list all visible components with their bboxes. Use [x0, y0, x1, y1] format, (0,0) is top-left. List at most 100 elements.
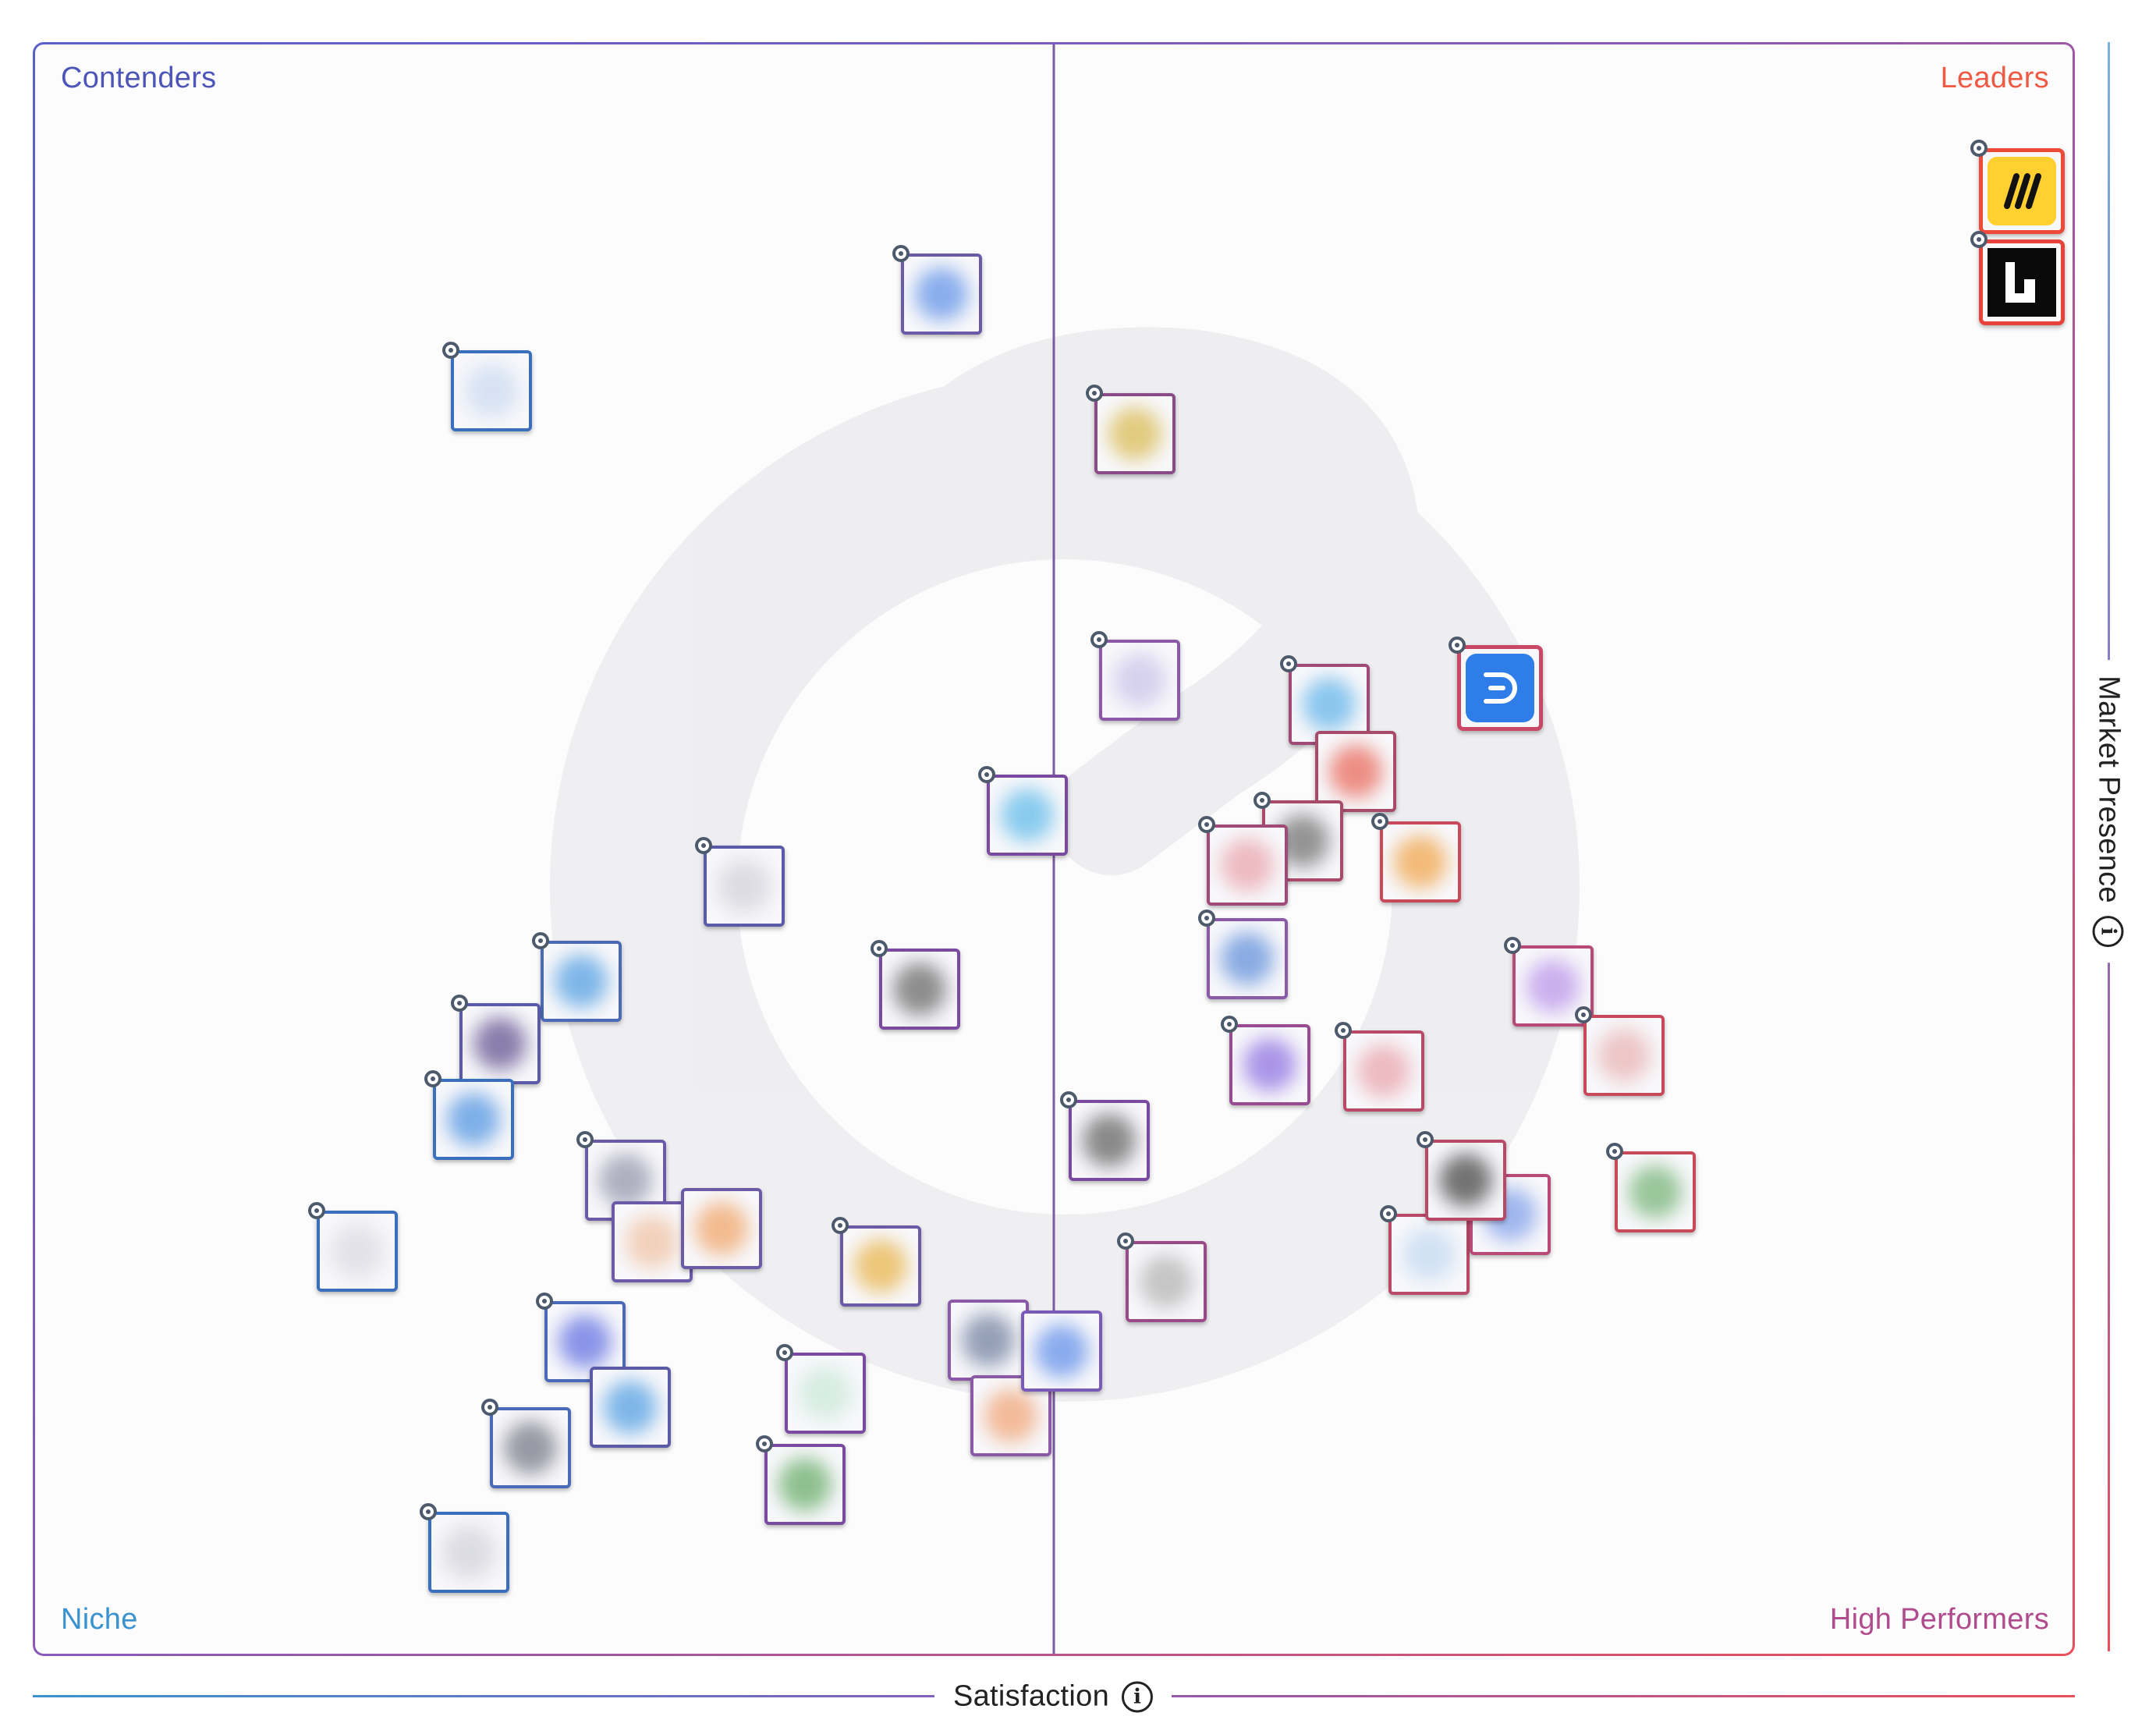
y-axis-label: Market Presence i	[2091, 660, 2126, 963]
product-logo-point[interactable]	[1614, 1151, 1696, 1232]
product-logo-point[interactable]	[1207, 825, 1289, 906]
blurred-logo-icon	[1221, 931, 1275, 985]
product-logo-point[interactable]	[489, 1406, 571, 1488]
pin-icon	[1575, 1005, 1593, 1023]
pin-icon	[307, 1202, 325, 1220]
product-logo-point[interactable]	[1098, 639, 1180, 721]
pin-icon	[1416, 1131, 1434, 1149]
pin-icon	[1279, 654, 1297, 672]
g2-watermark	[550, 327, 1580, 1402]
pin-icon	[576, 1131, 594, 1149]
blurred-logo-icon	[1139, 1255, 1193, 1309]
blurred-logo-icon	[915, 267, 969, 321]
pin-icon	[1090, 630, 1108, 648]
blurred-logo-icon	[799, 1366, 853, 1420]
grid-lines	[35, 44, 2073, 1654]
product-logo-point[interactable]	[459, 1003, 541, 1085]
product-logo-point[interactable]	[432, 1079, 514, 1161]
product-logo-point[interactable]	[1424, 1140, 1506, 1222]
diagram-app-logo-icon	[1466, 654, 1535, 723]
quadrant-label-leaders: Leaders	[1940, 62, 2049, 94]
blurred-logo-icon	[1328, 745, 1382, 799]
blurred-logo-icon	[330, 1225, 384, 1278]
product-logo-point[interactable]	[785, 1352, 867, 1434]
pin-icon	[694, 836, 712, 854]
x-axis-title: Satisfaction	[952, 1679, 1110, 1713]
blurred-logo-icon	[1357, 1044, 1411, 1098]
product-logo-point[interactable]	[901, 253, 983, 335]
blurred-logo-icon	[473, 1017, 527, 1071]
product-logo-point[interactable]	[451, 349, 533, 431]
product-logo-point[interactable]	[878, 948, 960, 1030]
blurred-logo-icon	[1221, 839, 1275, 892]
product-logo-point[interactable]	[1021, 1310, 1103, 1392]
blurred-logo-icon	[1035, 1325, 1089, 1378]
pin-icon	[1970, 231, 1988, 249]
pin-icon	[1371, 813, 1389, 830]
blurred-logo-icon	[853, 1239, 907, 1293]
product-logo-point[interactable]	[703, 845, 785, 927]
blurred-logo-icon	[1402, 1228, 1456, 1282]
blurred-logo-icon	[717, 859, 771, 913]
blurred-logo-icon	[962, 1313, 1016, 1367]
blurred-logo-icon	[465, 364, 519, 417]
product-logo-point[interactable]	[987, 775, 1069, 856]
pin-icon	[1379, 1205, 1397, 1223]
pin-icon	[1059, 1091, 1077, 1108]
blurred-logo-icon	[1438, 1154, 1492, 1208]
product-logo-point[interactable]	[316, 1211, 398, 1293]
blurred-logo-icon	[1108, 407, 1162, 461]
pin-icon	[532, 931, 550, 949]
blurred-logo-icon	[446, 1093, 500, 1147]
pin-icon	[1970, 139, 1988, 157]
pin-icon	[450, 995, 468, 1012]
blurred-logo-icon	[442, 1526, 496, 1580]
product-logo-point[interactable]	[1380, 821, 1462, 903]
product-logo-point[interactable]	[428, 1512, 510, 1594]
product-logo-point[interactable]	[681, 1188, 763, 1270]
blurred-logo-icon	[1243, 1037, 1296, 1091]
product-logo-point[interactable]	[1094, 393, 1176, 475]
info-icon[interactable]: i	[2093, 915, 2124, 947]
blurred-logo-icon	[599, 1154, 653, 1208]
product-logo-point[interactable]	[1583, 1014, 1665, 1096]
product-logo-point[interactable]	[1388, 1214, 1470, 1296]
pin-icon	[978, 766, 996, 784]
product-logo-lucid[interactable]	[1978, 239, 2065, 326]
pin-icon	[1449, 637, 1466, 654]
pin-icon	[1253, 792, 1271, 810]
product-logo-point[interactable]	[948, 1299, 1030, 1381]
blurred-logo-icon	[1001, 789, 1055, 842]
pin-icon	[892, 244, 910, 262]
pin-icon	[1116, 1232, 1134, 1250]
product-logo-point[interactable]	[589, 1367, 671, 1449]
pin-icon	[1086, 385, 1104, 403]
pin-icon	[1503, 936, 1521, 954]
product-logo-point[interactable]	[1068, 1099, 1150, 1181]
info-icon[interactable]: i	[1122, 1681, 1154, 1712]
product-logo-point[interactable]	[541, 940, 622, 1022]
blurred-logo-icon	[695, 1202, 749, 1256]
blurred-logo-icon	[626, 1215, 679, 1268]
miro-logo-icon	[1987, 156, 2056, 225]
product-logo-point[interactable]	[1125, 1241, 1207, 1323]
pin-icon	[480, 1398, 498, 1416]
pin-icon	[1335, 1022, 1353, 1040]
pin-icon	[1198, 909, 1216, 927]
product-logo-point[interactable]	[1207, 917, 1289, 999]
product-logo-diagram[interactable]	[1457, 645, 1544, 732]
product-logo-point[interactable]	[1229, 1023, 1310, 1105]
pin-icon	[420, 1503, 438, 1521]
y-axis-title: Market Presence	[2092, 676, 2126, 903]
product-logo-point[interactable]	[1314, 731, 1396, 813]
pin-icon	[1198, 816, 1216, 834]
blurred-logo-icon	[892, 962, 946, 1016]
product-logo-miro[interactable]	[1978, 147, 2065, 234]
pin-icon	[870, 939, 888, 957]
product-logo-point[interactable]	[764, 1444, 846, 1526]
quadrant-label-contenders: Contenders	[61, 62, 217, 94]
lucid-logo-icon	[1987, 248, 2056, 317]
product-logo-point[interactable]	[1343, 1030, 1425, 1112]
blurred-logo-icon	[503, 1420, 557, 1474]
product-logo-point[interactable]	[839, 1225, 921, 1307]
